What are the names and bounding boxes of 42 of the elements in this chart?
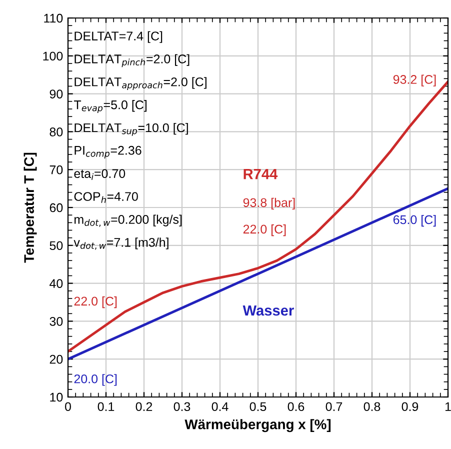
text: R744 xyxy=(244,169,278,180)
y-tick-label: 100 xyxy=(43,52,63,61)
annotation: T$_{evap}$=5.0 [C] xyxy=(74,100,147,113)
annotation: eta$_{i}$=0.70 xyxy=(74,169,126,180)
y-tick-label: 110 xyxy=(44,14,63,23)
annotation: 22.0 [C] xyxy=(243,224,286,236)
series-label: Wasser xyxy=(242,305,294,316)
annotation: v$_{dot,w}$=7.1 [m3/h] xyxy=(74,238,168,250)
y-tick-label: 50 xyxy=(50,241,63,250)
x-tick-label: 0.4 xyxy=(212,402,228,412)
y-tick-label: 10 xyxy=(50,392,63,402)
y-tick-label: 60 xyxy=(50,203,63,212)
x-axis-title: Wärmeübergang x [%] xyxy=(184,419,331,432)
annotation: 93.2 [C] xyxy=(393,74,436,86)
x-tick-label: 0.3 xyxy=(174,402,190,412)
y-tick-label: 40 xyxy=(50,279,63,288)
annotation: 22.0 [C] xyxy=(74,296,117,308)
y-tick-label: 70 xyxy=(50,165,63,174)
annotation: 65.0 [C] xyxy=(393,214,436,227)
y-tick-label: 20 xyxy=(50,354,63,364)
x-tick-label: 0.5 xyxy=(250,402,266,412)
annotation: PI$_{comp}$=2.36 xyxy=(74,146,142,159)
annotation: DELTAT$_{approach}$=2.0 [C] xyxy=(74,77,206,90)
annotation: 20.0 [C] xyxy=(74,374,117,386)
annotation: DELTAT$_{sup}$=10.0 [C] xyxy=(74,122,188,136)
x-tick-label: 0.9 xyxy=(402,402,418,412)
annotation: m$_{dot,w}$=0.200 [kg/s] xyxy=(74,214,182,227)
x-tick-label: 0.2 xyxy=(136,402,152,412)
y-axis-title: Temperatur T [C] xyxy=(24,152,37,263)
annotation: DELTAT$_{pinch}$=2.0 [C] xyxy=(74,54,190,68)
x-tick-label: 0.7 xyxy=(326,402,342,412)
x-tick-label: 0 xyxy=(65,402,71,412)
x-tick-label: 0.8 xyxy=(364,402,380,412)
x-tick-label: 0.1 xyxy=(98,402,114,412)
y-tick-label: 30 xyxy=(50,317,63,326)
x-tick-label: 0.6 xyxy=(288,402,304,412)
y-tick-label: 80 xyxy=(50,128,63,136)
annotation: DELTAT=7.4 [C] xyxy=(74,31,162,43)
y-tick-label: 90 xyxy=(50,90,63,98)
annotation: COP$_{h}$=4.70 xyxy=(74,192,138,203)
annotation: 93.8 [bar] xyxy=(243,198,295,210)
x-tick-label: 1 xyxy=(445,402,451,411)
